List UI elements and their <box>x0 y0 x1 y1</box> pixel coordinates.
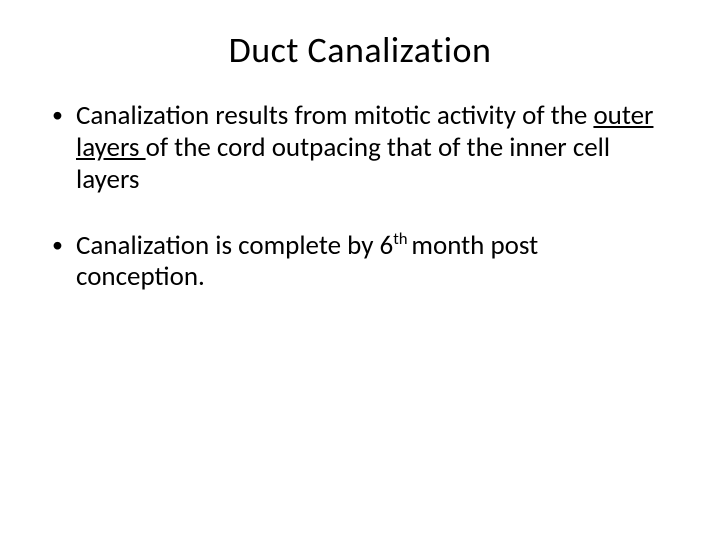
list-item: Canalization is complete by 6th month po… <box>48 230 672 294</box>
slide-title: Duct Canalization <box>48 28 672 72</box>
slide: Duct Canalization Canalization results f… <box>0 0 720 540</box>
list-item: Canalization results from mitotic activi… <box>48 100 672 196</box>
bullet-text-post: of the cord outpacing that of the inner … <box>76 131 610 196</box>
bullet-text-pre: Canalization results from mitotic activi… <box>76 99 593 132</box>
bullet-list: Canalization results from mitotic activi… <box>48 100 672 293</box>
bullet-text-pre: Canalization is complete by 6 <box>76 229 393 262</box>
bullet-text-superscript: th <box>393 229 411 249</box>
